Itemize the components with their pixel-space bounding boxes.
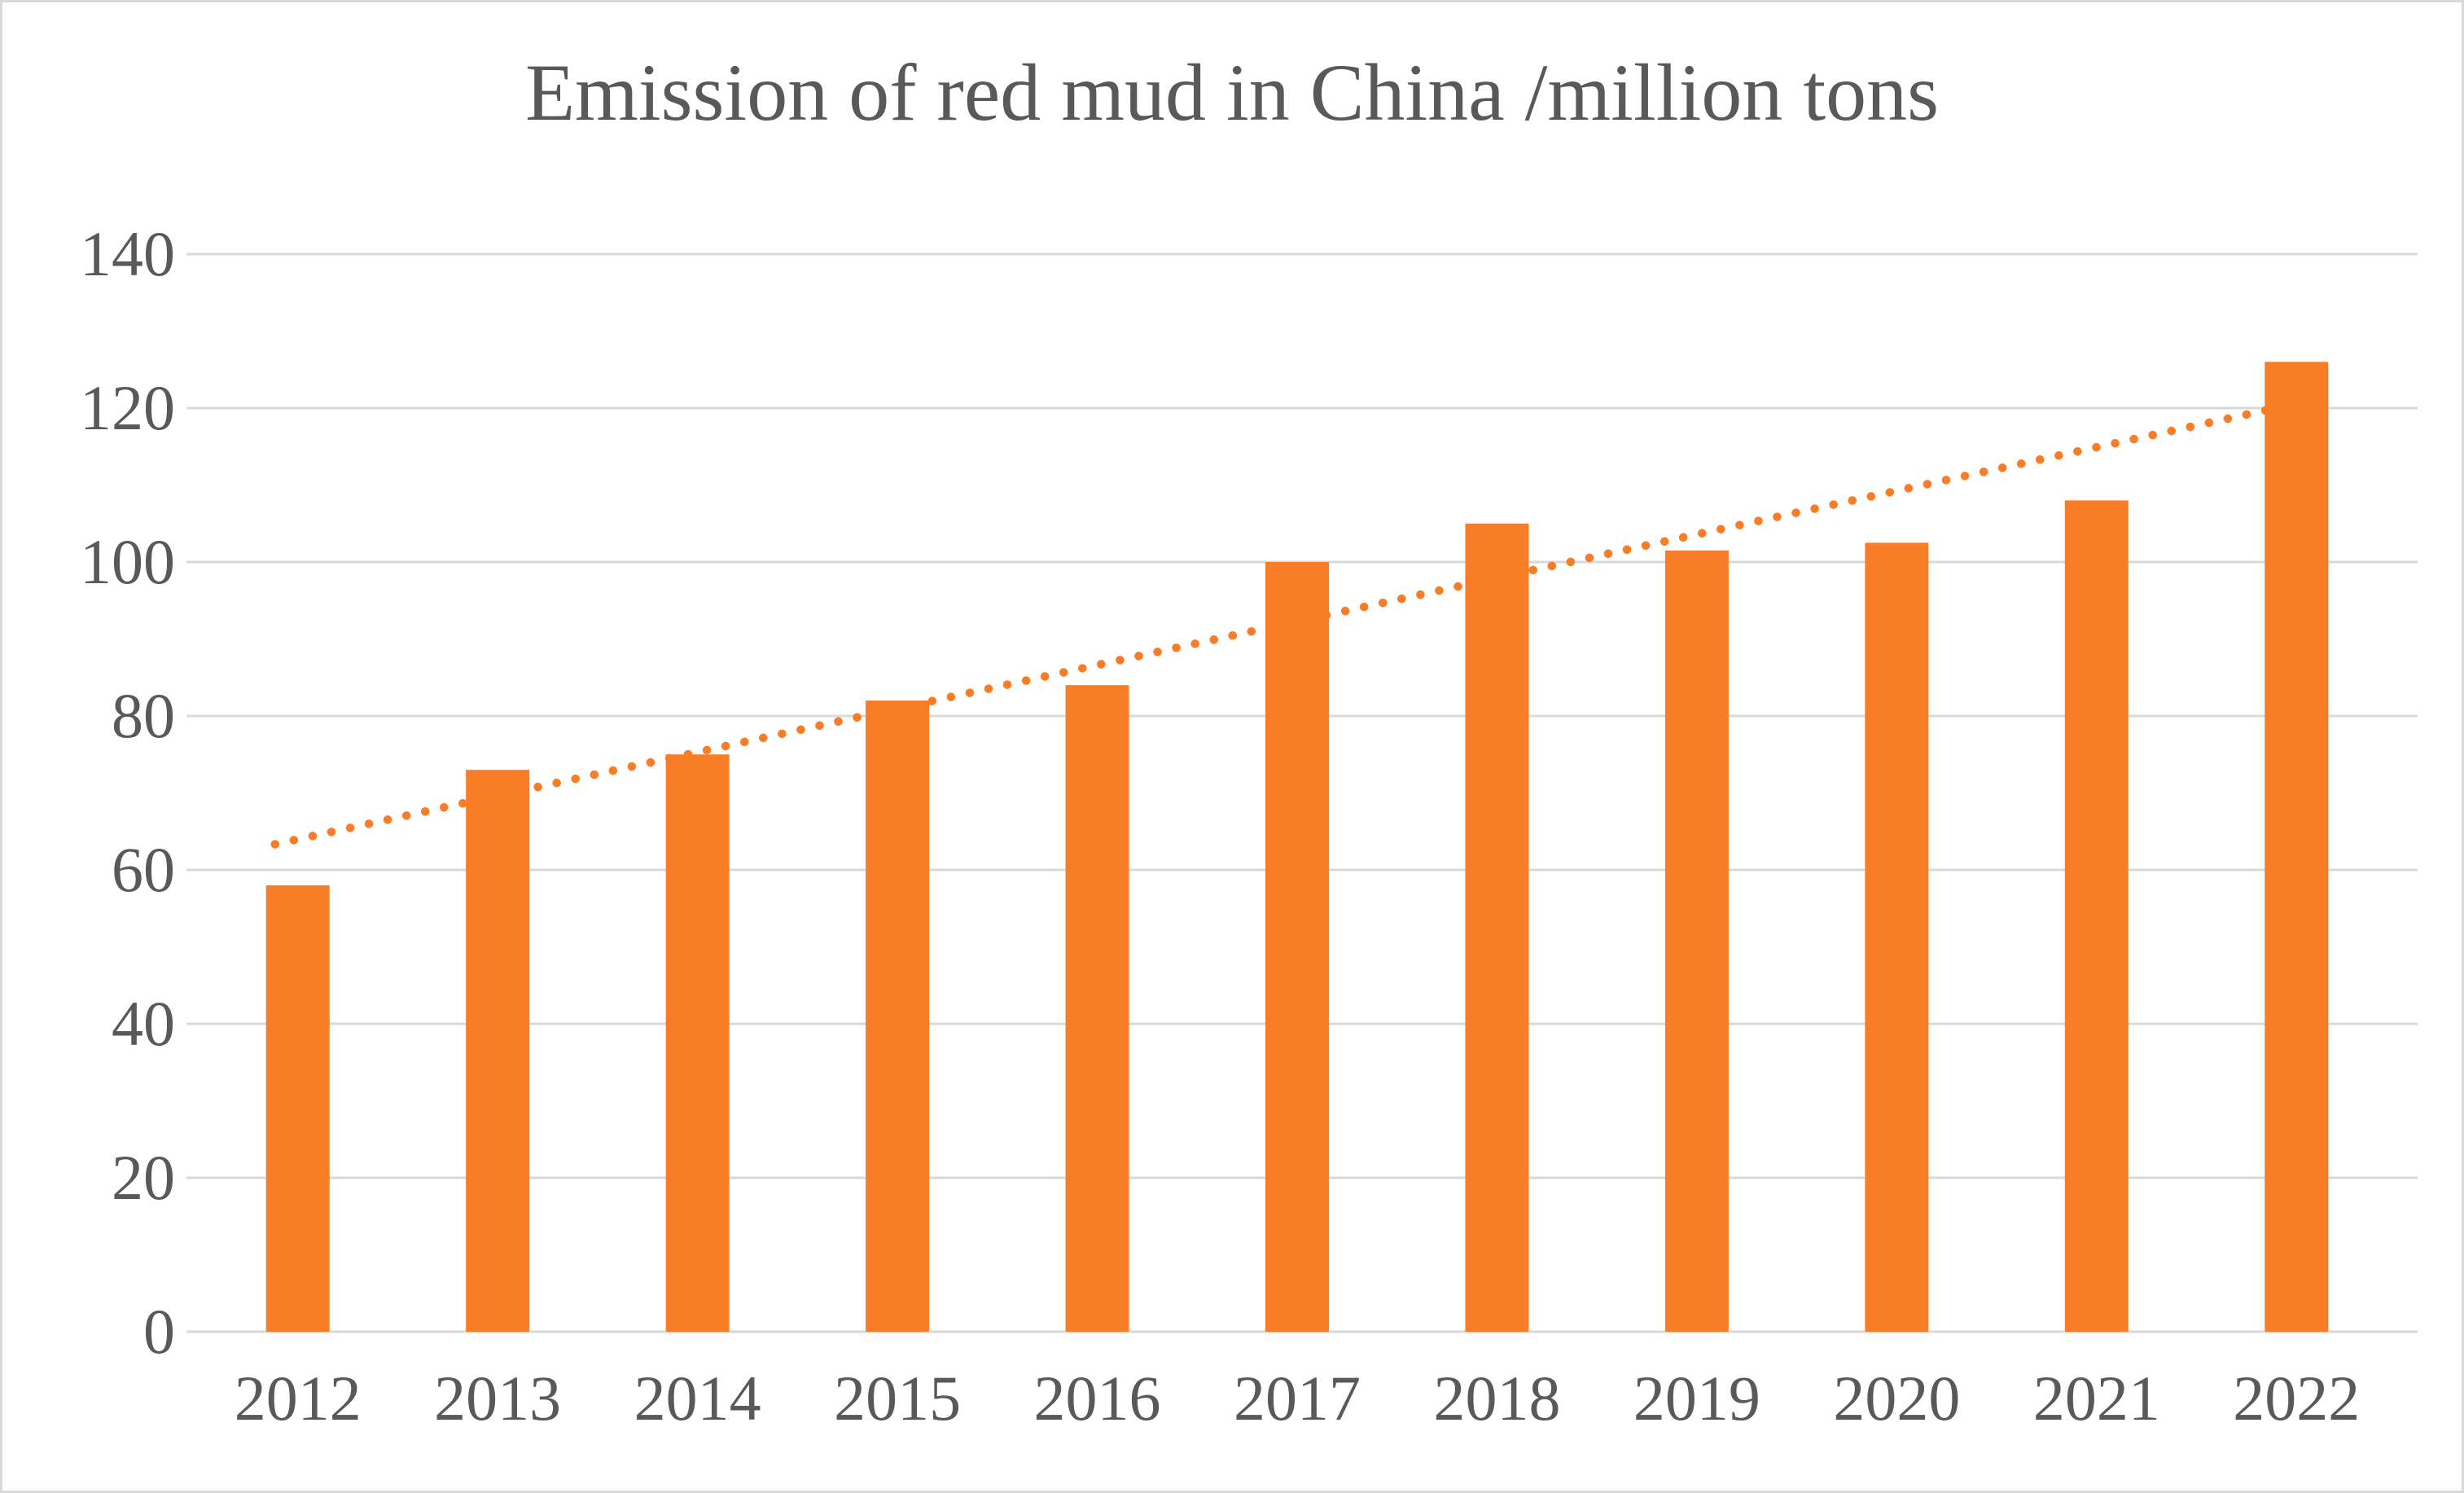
chart-title: Emission of red mud in China /million to…	[524, 47, 1940, 138]
x-axis-tick-label: 2015	[834, 1363, 962, 1434]
x-axis-tick-label: 2014	[634, 1363, 761, 1434]
x-axis-tick-label: 2012	[234, 1363, 362, 1434]
bar-2016	[1065, 685, 1129, 1332]
bar-2021	[2064, 500, 2129, 1332]
y-axis-tick-label: 40	[112, 988, 175, 1059]
x-axis-tick-label: 2016	[1033, 1363, 1161, 1434]
bar-2022	[2265, 362, 2329, 1332]
bar-2014	[665, 754, 730, 1332]
x-axis-tick-label: 2022	[2233, 1363, 2361, 1434]
y-axis-tick-label: 100	[80, 526, 175, 597]
y-axis-tick-label: 120	[80, 372, 175, 443]
y-axis-tick-label: 60	[112, 834, 175, 905]
y-axis-tick-label: 20	[112, 1142, 175, 1213]
y-axis-tick-label: 0	[143, 1296, 175, 1367]
bar-2018	[1465, 523, 1529, 1332]
y-axis-tick-label: 80	[112, 680, 175, 751]
bar-2017	[1265, 562, 1329, 1332]
bar-2015	[866, 700, 930, 1332]
x-axis-tick-label: 2021	[2032, 1363, 2160, 1434]
y-axis-tick-label: 140	[80, 218, 175, 289]
x-axis-tick-label: 2020	[1833, 1363, 1961, 1434]
x-axis-tick-label: 2018	[1433, 1363, 1561, 1434]
bar-2013	[466, 770, 530, 1332]
trendline	[270, 401, 2291, 849]
x-axis-tick-label: 2019	[1633, 1363, 1760, 1434]
x-axis-tick-label: 2017	[1234, 1363, 1361, 1434]
bar-2020	[1865, 542, 1929, 1332]
x-axis-tick-label: 2013	[434, 1363, 562, 1434]
bar-2012	[265, 885, 330, 1332]
bar-2019	[1664, 550, 1729, 1332]
